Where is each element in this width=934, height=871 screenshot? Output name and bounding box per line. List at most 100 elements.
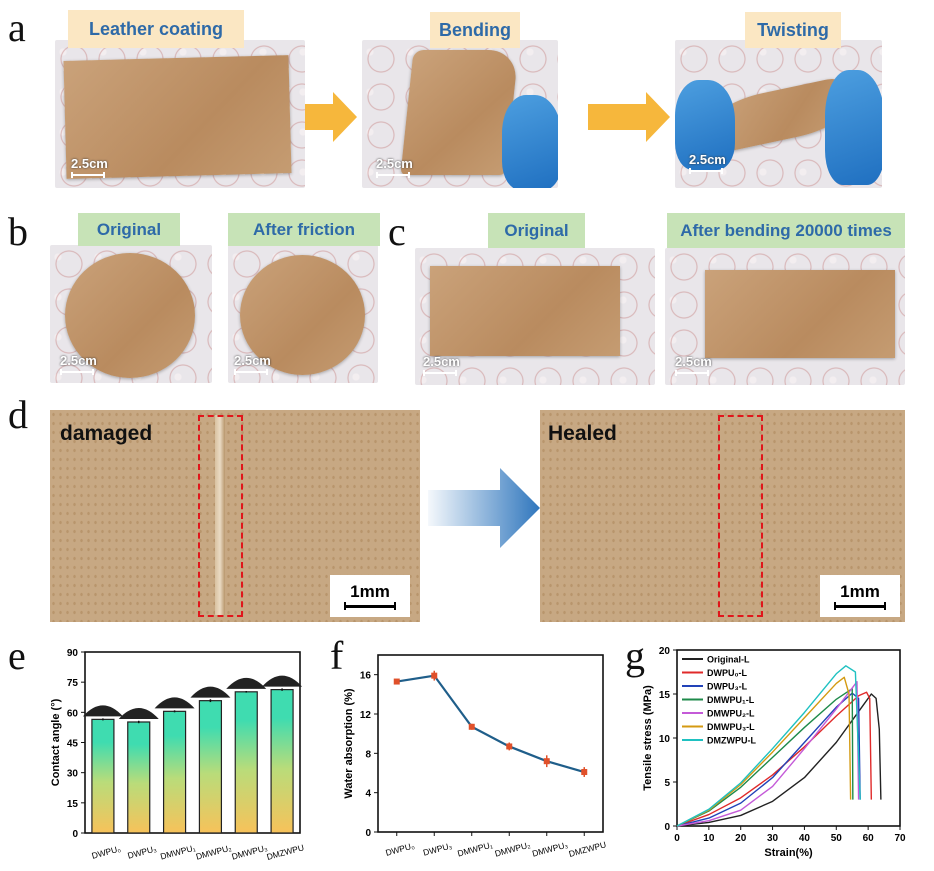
x-tick-label: 40 xyxy=(799,833,811,844)
photo-after-bending-strip: 2.5cm xyxy=(665,248,905,385)
label-twisting: Twisting xyxy=(745,12,841,48)
photo-original-strip: 2.5cm xyxy=(415,248,655,385)
x-axis-label: Strain(%) xyxy=(764,847,813,859)
photo-twisting: 2.5cm xyxy=(675,40,882,188)
x-tick-label: 50 xyxy=(831,833,843,844)
micrograph-damaged: damaged 1mm xyxy=(50,410,420,622)
y-tick-label: 0 xyxy=(664,822,670,833)
photo-after-friction-disc: 2.5cm xyxy=(228,245,378,383)
arrow-right-icon xyxy=(428,468,540,548)
series-line xyxy=(676,693,882,827)
y-tick-label: 8 xyxy=(365,749,371,760)
x-tick-label: 0 xyxy=(674,833,680,844)
series-line xyxy=(676,691,873,827)
scale-label: 1mm xyxy=(350,582,390,601)
droplet-image xyxy=(226,677,267,689)
panel-label-d: d xyxy=(8,392,28,437)
micrograph-healed: Healed 1mm xyxy=(540,410,905,622)
x-tick-label: DWPU₃ xyxy=(422,840,453,857)
data-point xyxy=(581,769,588,776)
panel-label-b: b xyxy=(8,209,28,254)
x-tick-label: 10 xyxy=(703,833,715,844)
y-axis-label: Water absorption (%) xyxy=(343,688,355,799)
label-after-friction: After friction xyxy=(228,213,380,246)
x-tick-label: DMWPU₂ xyxy=(195,843,233,862)
scale-label: 2.5cm xyxy=(71,156,108,171)
damage-region-box xyxy=(198,415,243,617)
plot-frame xyxy=(84,651,301,834)
legend-label: DMZWPU-L xyxy=(707,736,756,746)
y-tick-label: 0 xyxy=(72,829,78,840)
y-tick-label: 90 xyxy=(67,648,79,659)
bar xyxy=(198,700,223,834)
data-point xyxy=(468,723,475,730)
panel-label-g: g xyxy=(625,633,645,678)
x-tick-label: 60 xyxy=(863,833,875,844)
scale-label: 2.5cm xyxy=(376,156,413,171)
data-point xyxy=(543,758,550,765)
x-tick-label: DMWPU₃ xyxy=(231,843,269,862)
legend-label: Original-L xyxy=(707,655,750,665)
arrow-right-icon xyxy=(588,92,670,142)
data-point xyxy=(506,743,513,750)
label-damaged: damaged xyxy=(60,422,153,445)
legend-label: DWPU₀-L xyxy=(707,668,748,678)
label-original: Original xyxy=(488,213,585,248)
legend-label: DMWPU₂-L xyxy=(707,709,755,719)
label-leather-coating: Leather coating xyxy=(68,10,244,48)
scale-label: 2.5cm xyxy=(423,354,460,369)
x-tick-label: DMWPU₁ xyxy=(159,843,196,862)
x-tick-label: 70 xyxy=(894,833,906,844)
series-line xyxy=(676,665,861,827)
droplet-image xyxy=(154,697,195,709)
y-axis-label: Tensile stress (MPa) xyxy=(642,685,654,791)
y-tick-label: 60 xyxy=(67,708,79,719)
scale-label: 1mm xyxy=(840,582,880,601)
label-after-bending: After bending 20000 times xyxy=(667,213,905,248)
chart-contact-angle: 0 15 30 45 60 75 90 Contact angle (°) DWPU₀ DWPU₃… xyxy=(50,648,305,862)
y-tick-label: 0 xyxy=(365,828,371,839)
photo-bending: 2.5cm xyxy=(362,40,558,188)
droplet-image xyxy=(190,686,231,698)
bar xyxy=(234,691,258,834)
x-tick-label: 20 xyxy=(735,833,747,844)
x-tick-label: DWPU₀ xyxy=(91,843,123,860)
scale-label: 2.5cm xyxy=(675,354,712,369)
label-original: Original xyxy=(78,213,180,246)
x-tick-label: DWPU₃ xyxy=(126,843,157,860)
droplet-image xyxy=(82,705,123,717)
x-tick-label: DMWPU₂ xyxy=(494,840,532,859)
legend-label: DMWPU₃-L xyxy=(707,722,755,732)
plot-frame xyxy=(377,654,604,833)
x-tick-label: 30 xyxy=(767,833,779,844)
x-tick-label: DMZWPU xyxy=(568,839,608,859)
y-axis-label: Contact angle (°) xyxy=(50,698,62,786)
y-tick-label: 10 xyxy=(659,734,671,745)
x-tick-label: DMWPU₃ xyxy=(531,840,569,859)
y-tick-label: 20 xyxy=(659,646,671,657)
series-line xyxy=(676,676,852,827)
y-tick-label: 15 xyxy=(67,799,79,810)
label-bending: Bending xyxy=(430,12,520,48)
scale-label: 2.5cm xyxy=(60,353,97,368)
scale-bar: 1mm xyxy=(820,575,900,617)
y-tick-label: 45 xyxy=(67,739,79,750)
legend-label: DMWPU₁-L xyxy=(707,695,755,705)
droplet-image xyxy=(118,707,159,719)
bar xyxy=(162,710,187,834)
y-tick-label: 30 xyxy=(67,769,79,780)
droplet-image xyxy=(262,675,303,687)
scale-label: 2.5cm xyxy=(234,353,271,368)
panel-label-c: c xyxy=(388,209,406,254)
healed-region-box xyxy=(718,415,763,617)
chart-tensile-stress: 0 5 10 15 20 Tensile stress (MPa) 0 10 20 30 40 50 6… xyxy=(642,646,906,859)
bar xyxy=(127,721,151,834)
label-healed: Healed xyxy=(548,422,617,445)
legend-label: DWPU₃-L xyxy=(707,682,748,692)
y-tick-label: 75 xyxy=(67,678,79,689)
series-line xyxy=(676,680,860,827)
data-point xyxy=(431,672,438,679)
y-tick-label: 12 xyxy=(360,710,372,721)
